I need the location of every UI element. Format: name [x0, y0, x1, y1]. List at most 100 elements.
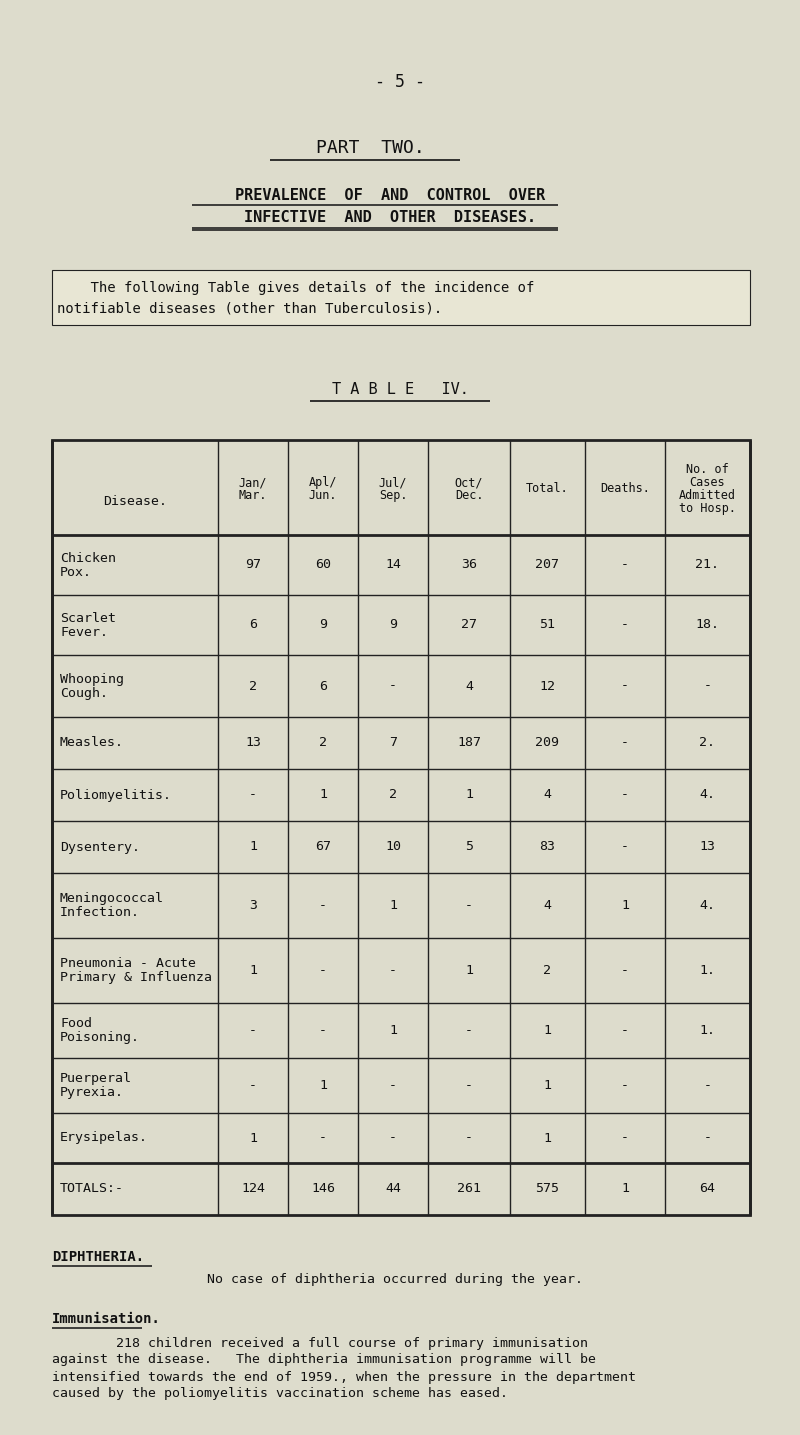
Text: Measles.: Measles.	[60, 736, 124, 749]
Text: 1: 1	[465, 788, 473, 802]
Text: 1: 1	[543, 1132, 551, 1145]
Text: 4: 4	[543, 788, 551, 802]
Text: Jun.: Jun.	[309, 489, 338, 502]
Text: Jan/: Jan/	[238, 476, 267, 489]
Text: 21.: 21.	[695, 558, 719, 571]
Text: -: -	[389, 1132, 397, 1145]
Text: 4.: 4.	[699, 898, 715, 913]
Text: -: -	[621, 1025, 629, 1038]
Text: PART  TWO.: PART TWO.	[316, 139, 424, 156]
Text: Cases: Cases	[690, 476, 726, 489]
Text: TOTALS:-: TOTALS:-	[60, 1182, 124, 1195]
Text: 6: 6	[249, 618, 257, 631]
Text: 27: 27	[461, 618, 477, 631]
Text: T A B L E   IV.: T A B L E IV.	[331, 383, 469, 397]
Text: caused by the poliomyelitis vaccination scheme has eased.: caused by the poliomyelitis vaccination …	[52, 1388, 508, 1401]
Text: No. of: No. of	[686, 464, 729, 476]
Text: Disease.: Disease.	[103, 495, 167, 508]
Text: 4: 4	[465, 680, 473, 693]
Text: Food: Food	[60, 1017, 92, 1030]
Text: 14: 14	[385, 558, 401, 571]
Text: Whooping: Whooping	[60, 673, 124, 686]
Text: 51: 51	[539, 618, 555, 631]
Text: 261: 261	[457, 1182, 481, 1195]
Text: 146: 146	[311, 1182, 335, 1195]
Text: 1: 1	[389, 1025, 397, 1038]
Text: 2.: 2.	[699, 736, 715, 749]
Text: 6: 6	[319, 680, 327, 693]
Text: Cough.: Cough.	[60, 686, 108, 699]
Text: 64: 64	[699, 1182, 715, 1195]
Text: 13: 13	[245, 736, 261, 749]
Text: -: -	[465, 1079, 473, 1092]
Text: -: -	[465, 898, 473, 913]
Text: -: -	[389, 680, 397, 693]
Text: 5: 5	[465, 841, 473, 854]
Text: -: -	[389, 964, 397, 977]
Text: Meningococcal: Meningococcal	[60, 893, 164, 905]
Text: -: -	[621, 788, 629, 802]
Text: Mar.: Mar.	[238, 489, 267, 502]
Text: Chicken: Chicken	[60, 551, 116, 564]
Bar	[52, 270, 750, 324]
Text: -: -	[249, 1079, 257, 1092]
Text: to Hosp.: to Hosp.	[679, 502, 736, 515]
Text: 13: 13	[699, 841, 715, 854]
Text: 2: 2	[249, 680, 257, 693]
Text: 1: 1	[621, 898, 629, 913]
Text: 3: 3	[249, 898, 257, 913]
Text: 2: 2	[543, 964, 551, 977]
Text: Pyrexia.: Pyrexia.	[60, 1086, 124, 1099]
Text: 4.: 4.	[699, 788, 715, 802]
Text: -: -	[249, 1025, 257, 1038]
Text: -: -	[703, 680, 711, 693]
Text: 44: 44	[385, 1182, 401, 1195]
Text: No case of diphtheria occurred during the year.: No case of diphtheria occurred during th…	[207, 1273, 583, 1286]
Text: 1: 1	[249, 841, 257, 854]
Text: against the disease.   The diphtheria immunisation programme will be: against the disease. The diphtheria immu…	[52, 1353, 596, 1366]
Text: 2: 2	[319, 736, 327, 749]
Text: The following Table gives details of the incidence of: The following Table gives details of the…	[57, 281, 534, 296]
Text: -: -	[319, 1025, 327, 1038]
Text: 1: 1	[319, 788, 327, 802]
Text: intensified towards the end of 1959., when the pressure in the department: intensified towards the end of 1959., wh…	[52, 1370, 636, 1383]
Text: Poisoning.: Poisoning.	[60, 1030, 140, 1045]
Text: 10: 10	[385, 841, 401, 854]
Text: 97: 97	[245, 558, 261, 571]
Text: 1: 1	[249, 1132, 257, 1145]
Text: 1: 1	[543, 1025, 551, 1038]
Text: DIPHTHERIA.: DIPHTHERIA.	[52, 1250, 144, 1264]
Text: -: -	[703, 1079, 711, 1092]
Text: 209: 209	[535, 736, 559, 749]
Text: Deaths.: Deaths.	[600, 482, 650, 495]
Text: 60: 60	[315, 558, 331, 571]
Text: Dec.: Dec.	[454, 489, 483, 502]
Text: 12: 12	[539, 680, 555, 693]
Text: -: -	[621, 558, 629, 571]
Text: 18.: 18.	[695, 618, 719, 631]
Text: PREVALENCE  OF  AND  CONTROL  OVER: PREVALENCE OF AND CONTROL OVER	[235, 188, 545, 202]
Text: -: -	[249, 788, 257, 802]
Text: Fever.: Fever.	[60, 626, 108, 639]
Text: 36: 36	[461, 558, 477, 571]
Text: -: -	[621, 841, 629, 854]
Text: Scarlet: Scarlet	[60, 611, 116, 624]
Text: -: -	[389, 1079, 397, 1092]
Text: - 5 -: - 5 -	[375, 73, 425, 90]
Text: 2: 2	[389, 788, 397, 802]
Text: -: -	[465, 1132, 473, 1145]
Text: 1: 1	[543, 1079, 551, 1092]
Text: 1: 1	[465, 964, 473, 977]
Text: Erysipelas.: Erysipelas.	[60, 1132, 148, 1145]
Text: -: -	[319, 1132, 327, 1145]
Text: Jul/: Jul/	[378, 476, 407, 489]
Text: Apl/: Apl/	[309, 476, 338, 489]
Text: Sep.: Sep.	[378, 489, 407, 502]
Text: 9: 9	[389, 618, 397, 631]
Text: Infection.: Infection.	[60, 905, 140, 918]
Text: Pox.: Pox.	[60, 565, 92, 578]
Text: Puerperal: Puerperal	[60, 1072, 132, 1085]
Text: -: -	[621, 618, 629, 631]
Text: -: -	[621, 736, 629, 749]
Text: -: -	[621, 680, 629, 693]
